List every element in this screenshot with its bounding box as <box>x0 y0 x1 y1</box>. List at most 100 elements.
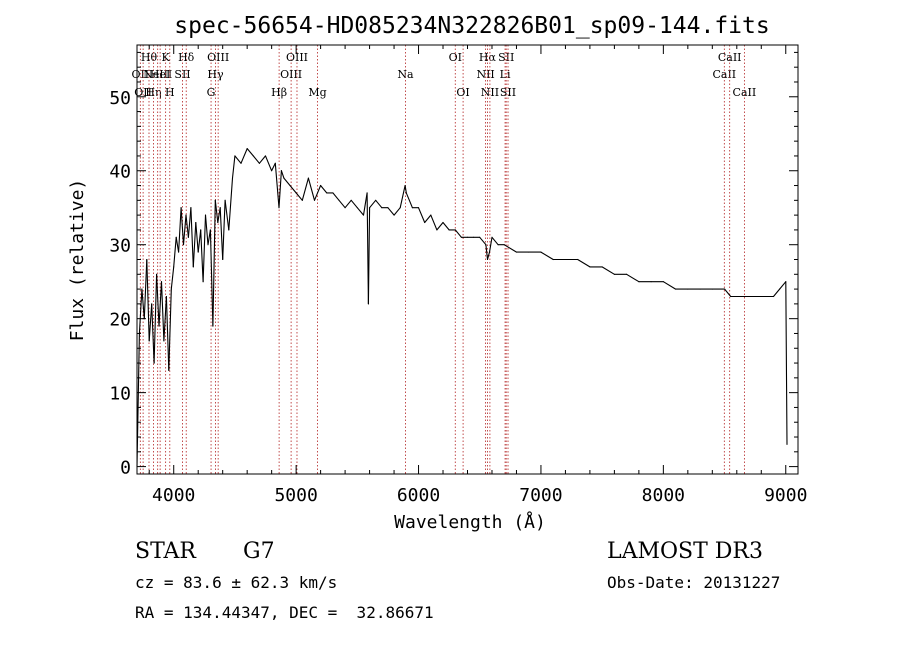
spectrum-segment-39 <box>234 155 242 164</box>
y-tick-label-4: 40 <box>109 162 131 183</box>
line-marker-label-8: SII <box>174 68 190 81</box>
line-marker-label-18: OI <box>449 51 462 64</box>
spectrum-segment-72 <box>405 192 413 209</box>
line-marker-label-16: Mg <box>308 86 326 99</box>
y-tick-label-5: 50 <box>109 88 131 109</box>
spectrum-segment-98 <box>601 266 615 275</box>
spectrum-segment-93 <box>540 251 554 261</box>
spectrum-segment-5 <box>148 303 153 342</box>
line-marker-label-22: NII <box>481 86 499 99</box>
line-marker-label-17: Na <box>397 68 414 81</box>
spectrum-segment-69 <box>393 207 401 216</box>
spectrum-segment-50 <box>289 184 297 194</box>
spectrum-segment-11 <box>163 295 167 342</box>
spectrum-segment-24 <box>195 221 199 253</box>
x-axis-label: Wavelength (Å) <box>394 511 546 533</box>
spectrum-segment-15 <box>173 236 177 268</box>
spectrum-segment-14 <box>170 266 175 290</box>
spectrum-segment-114 <box>772 288 781 298</box>
spectrum-segment-43 <box>258 155 267 164</box>
spectrum-segment-86 <box>486 251 491 261</box>
spectrum-segment-108 <box>724 288 732 298</box>
spectrum-segment-32 <box>214 199 219 224</box>
spectrum-segment-85 <box>485 244 489 261</box>
line-marker-label-28: CaII <box>733 86 757 99</box>
spectrum-segment-20 <box>185 214 189 238</box>
redshift-readout: cz = 83.6 ± 62.3 km/s <box>135 573 338 592</box>
line-marker-label-12: OIII <box>207 51 229 64</box>
line-marker-label-10: G <box>207 86 216 99</box>
spectrum-segment-78 <box>442 221 450 231</box>
x-tick-label-0: 4000 <box>152 485 195 506</box>
spectrum-segment-46 <box>274 162 280 209</box>
line-marker-label-19: OI <box>456 86 469 99</box>
spectrum-segment-68 <box>387 207 395 216</box>
spectrum-segment-4 <box>146 258 150 342</box>
line-marker-label-6: K <box>162 51 171 64</box>
spectrum-segment-31 <box>212 199 216 327</box>
spectrum-segment-87 <box>488 236 493 253</box>
y-tick-label-0: 0 <box>120 458 131 479</box>
spectrum-segment-7 <box>153 273 158 364</box>
spectrum-segment-30 <box>209 229 214 327</box>
line-marker-label-24: SII <box>498 51 514 64</box>
spectrum-segment-70 <box>399 184 406 209</box>
spectrum-segment-10 <box>160 281 165 342</box>
spectrum-segment-60 <box>350 199 358 209</box>
spectrum-segment-57 <box>332 192 340 201</box>
spectrum-segment-21 <box>187 207 192 238</box>
spectrum-segment-80 <box>454 229 462 238</box>
y-axis-label: Flux (relative) <box>67 179 88 342</box>
y-tick-label-2: 20 <box>109 310 131 331</box>
spectrum-segment-76 <box>430 214 438 231</box>
line-marker-label-0: OII <box>131 68 149 81</box>
spectrum-segment-48 <box>280 170 285 179</box>
spectrum-segment-96 <box>577 258 591 268</box>
line-marker-label-4: NeIII <box>143 68 172 81</box>
survey-name: LAMOST DR3 <box>607 539 763 564</box>
line-marker-label-15: OIII <box>286 51 308 64</box>
x-tick-label-4: 8000 <box>642 485 685 506</box>
y-tick-label-1: 10 <box>109 384 131 405</box>
line-marker-label-13: Hβ <box>271 86 287 99</box>
spectrum-segment-90 <box>503 244 518 253</box>
line-marker-label-27: CaII <box>718 51 742 64</box>
spectrum-segment-74 <box>417 207 426 224</box>
line-marker-label-14: OIII <box>280 68 302 81</box>
spectrum-segment-52 <box>301 177 309 201</box>
x-tick-label-3: 7000 <box>519 485 562 506</box>
x-tick-label-5: 9000 <box>764 485 807 506</box>
spectrum-segment-45 <box>271 162 276 172</box>
chart-title: spec-56654-HD085234N322826B01_sp09-144.f… <box>174 13 769 39</box>
spectrum-segment-103 <box>662 281 677 290</box>
line-marker-label-1: OII <box>134 86 152 99</box>
line-marker-label-3: Hη <box>145 86 161 99</box>
spectrum-segment-27 <box>202 214 207 283</box>
spectrum-segment-66 <box>375 199 383 209</box>
spectrum-segment-54 <box>313 184 322 201</box>
line-marker-label-25: SII <box>500 86 516 99</box>
spectrum-segment-8 <box>156 273 160 327</box>
spectrum-segment-64 <box>367 207 371 305</box>
spectrum-segment-37 <box>228 177 234 231</box>
spectrum-segment-49 <box>283 177 291 187</box>
spectrum-segment-2 <box>141 288 145 320</box>
line-marker-label-21: Hα <box>479 51 497 64</box>
spectrum-segment-59 <box>344 199 352 209</box>
spectrum-segment-62 <box>362 192 368 216</box>
line-marker-label-23: Li <box>500 68 511 81</box>
spectrum-segment-88 <box>491 236 499 246</box>
spectrum-segment-28 <box>204 214 209 246</box>
spectrum-segment-17 <box>178 207 182 253</box>
plot-frame <box>136 44 799 475</box>
spectrum-segment-61 <box>356 207 365 216</box>
spectrum-segment-53 <box>307 177 316 201</box>
spectrum-segment-75 <box>424 214 432 224</box>
spectrum-segment-3 <box>143 258 148 320</box>
line-marker-label-7: H <box>165 86 175 99</box>
spectrum-segment-6 <box>151 303 155 364</box>
spectrum-segment-36 <box>224 199 230 231</box>
axis-ticks: 4000 5000 6000 7000 8000 9000 0 10 20 30 40 50 <box>109 45 807 506</box>
